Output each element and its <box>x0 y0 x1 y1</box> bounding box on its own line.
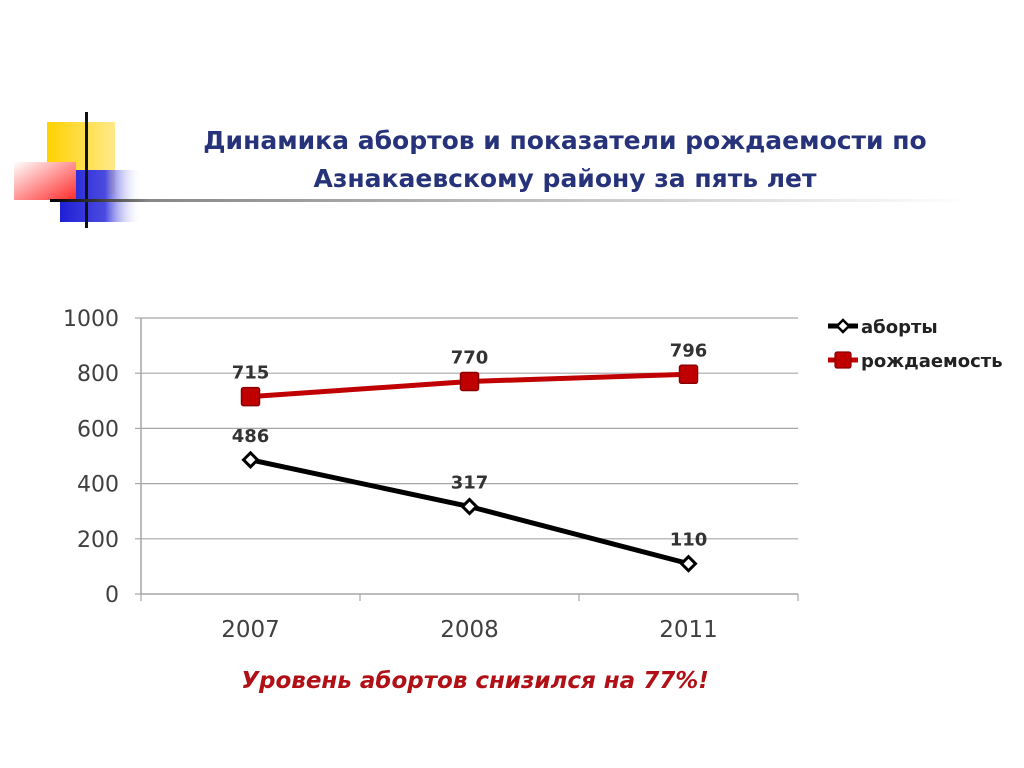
data-label: 486 <box>232 426 270 447</box>
slide-decoration <box>14 112 160 228</box>
data-point-square <box>459 371 480 392</box>
data-label: 715 <box>232 363 270 384</box>
vertical-rule <box>85 112 88 228</box>
data-label: 317 <box>451 473 489 494</box>
red-square <box>14 162 76 200</box>
data-label: 770 <box>451 347 489 368</box>
data-label: 110 <box>670 530 708 551</box>
title-underline <box>150 199 970 202</box>
data-label: 796 <box>670 340 708 361</box>
legend-label: аборты <box>861 317 938 338</box>
title-line-1: Динамика абортов и показатели рождаемост… <box>203 126 927 155</box>
y-tick-label: 200 <box>77 528 119 553</box>
y-tick-label: 600 <box>77 417 119 442</box>
y-tick-label: 1000 <box>63 307 119 332</box>
title-line-2: Азнакаевскому району за пять лет <box>313 164 817 193</box>
data-point-diamond <box>241 450 260 469</box>
legend-label: рождаемость <box>861 351 1003 372</box>
x-tick-label: 2008 <box>440 617 499 643</box>
line-chart: 0 200 400 600 800 1000 2007 2008 2011 486 317 110 71… <box>63 307 1003 643</box>
conclusion-text: Уровень абортов снизился на 77%! <box>241 668 709 694</box>
data-point-square <box>240 386 261 407</box>
horizontal-rule-start <box>50 199 160 202</box>
y-tick-label: 800 <box>77 362 119 387</box>
y-tick-label: 400 <box>77 473 119 498</box>
data-point-square <box>678 364 699 385</box>
y-tick-label: 0 <box>105 583 119 608</box>
data-point-diamond <box>460 497 479 516</box>
x-tick-label: 2011 <box>659 617 718 643</box>
legend-marker-diamond <box>835 318 851 334</box>
legend-marker-square <box>834 351 852 369</box>
data-point-diamond <box>679 554 698 573</box>
x-tick-label: 2007 <box>221 617 280 643</box>
slide-title: Динамика абортов и показатели рождаемост… <box>150 122 980 198</box>
